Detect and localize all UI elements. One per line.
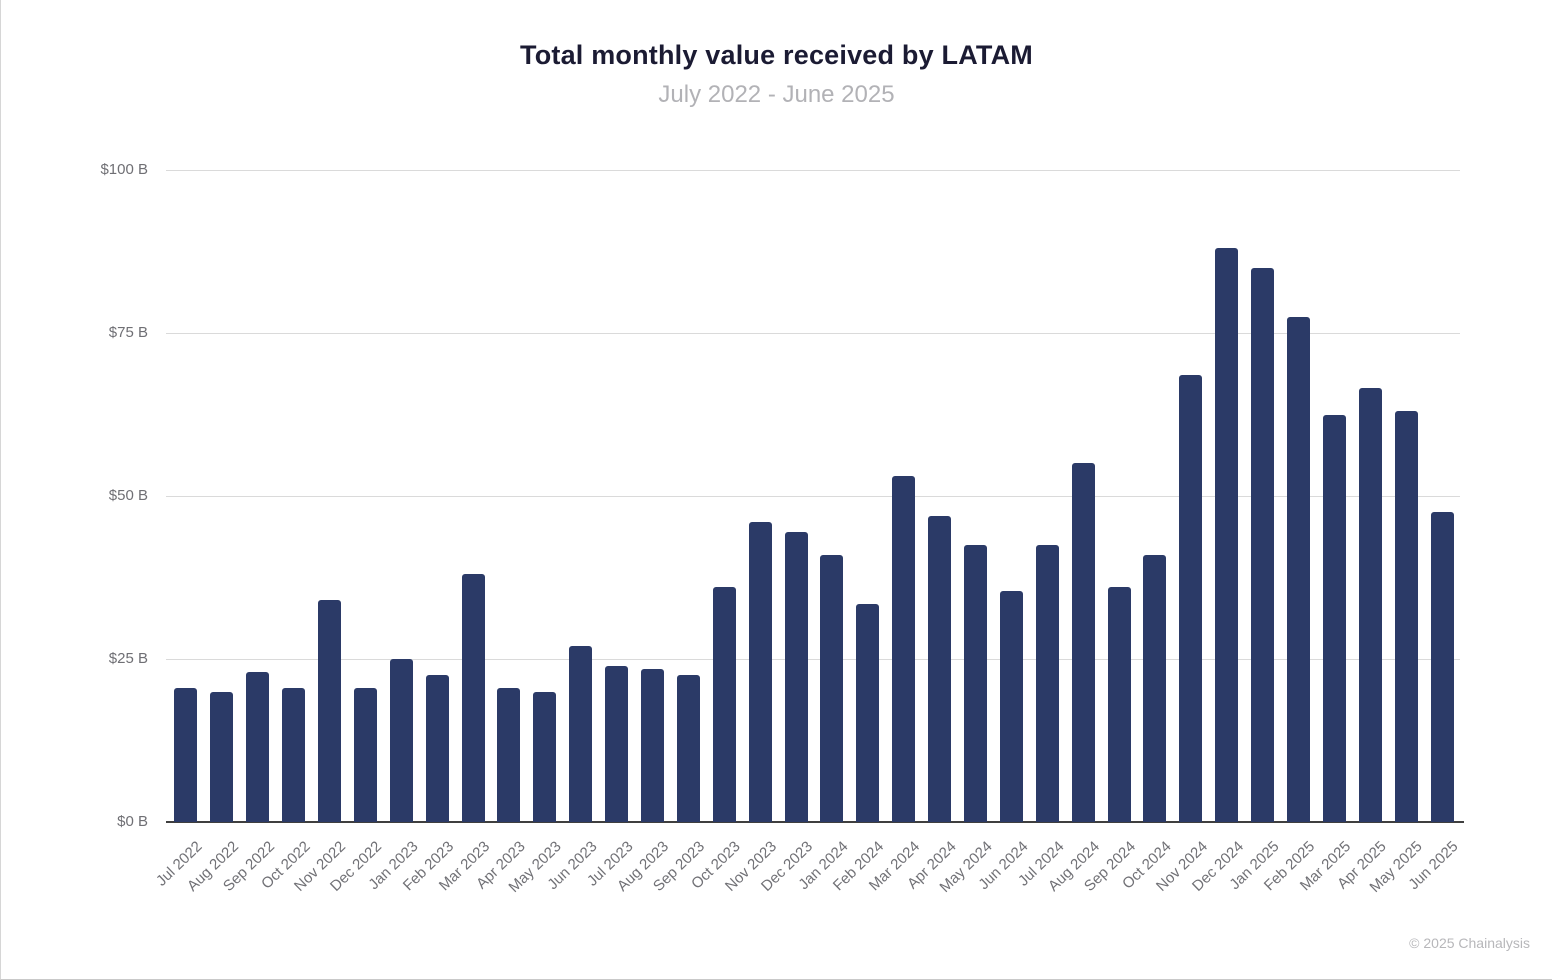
gridline-75 [166, 333, 1460, 334]
bar-feb-2025[interactable] [1287, 316, 1310, 822]
bar-feb-2023[interactable] [425, 675, 449, 822]
bar-may-2025[interactable] [1394, 411, 1418, 822]
bar-jul-2024[interactable] [1035, 544, 1059, 822]
bar-jul-2023[interactable] [605, 665, 629, 822]
bar-jan-2023[interactable] [389, 659, 413, 822]
bar-sep-2022[interactable] [246, 672, 270, 822]
gridline-50 [166, 496, 1460, 497]
bar-jun-2025[interactable] [1430, 512, 1454, 822]
bar-dec-2022[interactable] [353, 688, 377, 822]
x-axis: Jul 2022 Aug 2022 Sep 2022 Oct 2022 Nov 2022… [153, 824, 1462, 914]
bar-jan-2024[interactable] [820, 554, 844, 822]
chart-header: Total monthly value received by LATAM Ju… [1, 40, 1552, 109]
bar-feb-2024[interactable] [856, 603, 880, 822]
bar-apr-2023[interactable] [497, 688, 521, 822]
bar-oct-2023[interactable] [712, 587, 736, 822]
bar-aug-2022[interactable] [210, 691, 234, 822]
bar-sep-2023[interactable] [676, 675, 700, 822]
bar-aug-2023[interactable] [641, 668, 664, 822]
y-tick-label-50: $50 B [108, 487, 148, 504]
y-tick-label-100: $100 B [100, 161, 148, 178]
gridline-25 [166, 659, 1460, 660]
bar-nov-2024[interactable] [1179, 375, 1203, 822]
bar-mar-2025[interactable] [1322, 414, 1346, 822]
bar-may-2023[interactable] [533, 691, 557, 822]
y-tick-label-75: $75 B [108, 324, 148, 341]
bar-jun-2024[interactable] [999, 590, 1023, 822]
bar-aug-2024[interactable] [1071, 463, 1095, 822]
copyright: © 2025 Chainalysis [1409, 935, 1530, 951]
x-axis-line [166, 821, 1464, 823]
bar-oct-2024[interactable] [1143, 554, 1167, 822]
y-tick-label-25: $25 B [108, 650, 148, 667]
bar-dec-2023[interactable] [784, 531, 808, 822]
bar-mar-2024[interactable] [892, 476, 916, 822]
bar-jan-2025[interactable] [1251, 267, 1275, 822]
bar-mar-2023[interactable] [461, 574, 485, 822]
bar-apr-2024[interactable] [928, 515, 952, 822]
chart-title: Total monthly value received by LATAM [520, 40, 1033, 70]
plot-area [166, 170, 1464, 823]
bar-nov-2022[interactable] [318, 600, 341, 822]
bar-nov-2023[interactable] [748, 522, 772, 822]
y-axis: $0 B $25 B $50 B $75 B $100 B [1, 161, 156, 830]
bar-dec-2024[interactable] [1215, 248, 1239, 822]
bar-jun-2023[interactable] [569, 645, 593, 822]
bar-jul-2022[interactable] [174, 688, 198, 822]
bar-oct-2022[interactable] [282, 688, 306, 822]
chart-subtitle: July 2022 - June 2025 [658, 81, 895, 108]
bar-may-2024[interactable] [964, 544, 987, 822]
bar-sep-2024[interactable] [1107, 587, 1131, 822]
y-tick-label-0: $0 B [117, 813, 148, 830]
bar-apr-2025[interactable] [1358, 388, 1382, 822]
gridline-100 [166, 170, 1460, 171]
